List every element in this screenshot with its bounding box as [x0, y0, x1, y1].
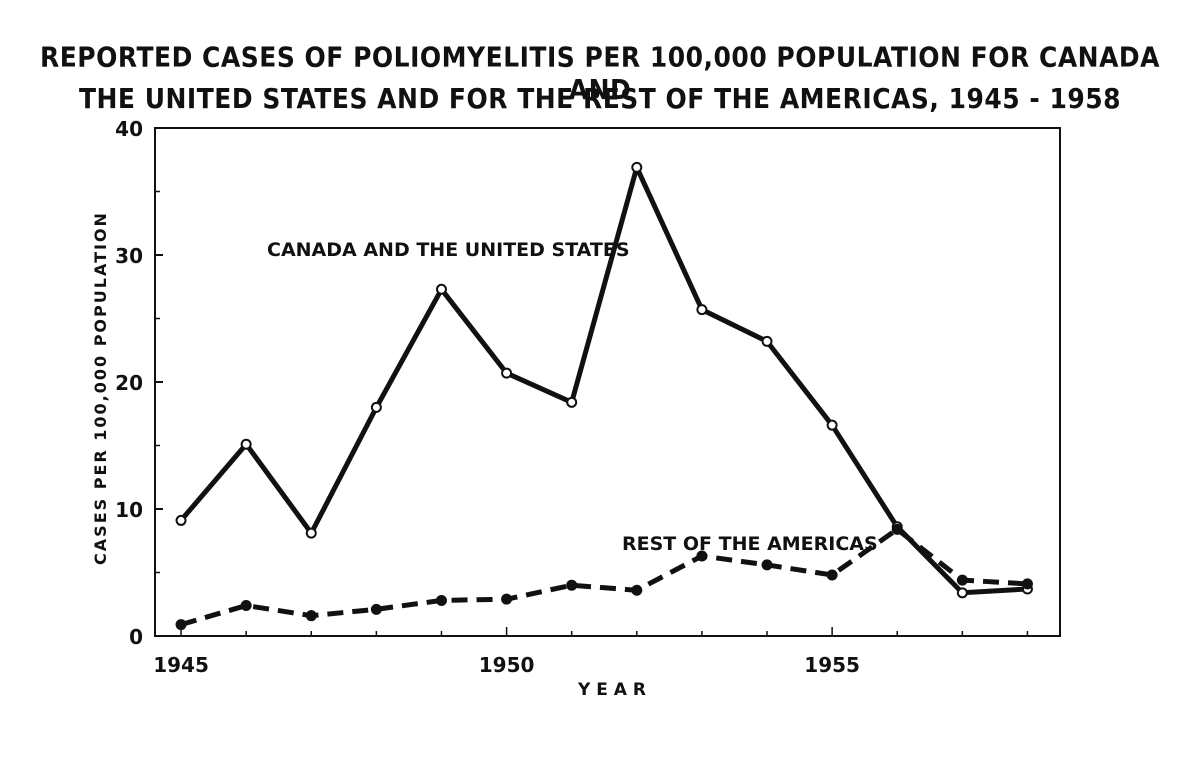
x-tick-label: 1950: [479, 653, 535, 677]
y-axis-title: CASES PER 100,000 POPULATION: [91, 211, 110, 565]
data-point-rest-of-americas: [501, 593, 513, 605]
y-tick-label: 0: [129, 625, 143, 649]
data-point-rest-of-americas: [240, 600, 252, 612]
data-point-canada-us: [956, 587, 968, 599]
data-point-canada-us: [826, 419, 838, 431]
data-point-rest-of-americas: [305, 610, 317, 622]
x-tick-label: 1955: [804, 653, 860, 677]
series-line-rest-of-americas: [180, 526, 1028, 627]
data-point-canada-us: [501, 367, 513, 379]
data-point-canada-us: [631, 161, 643, 173]
data-point-rest-of-americas: [435, 594, 447, 606]
data-point-rest-of-americas: [631, 584, 643, 596]
labels-layer: Y E A R CASES PER 100,000 POPULATION CANAD…: [91, 211, 878, 700]
data-point-rest-of-americas: [826, 569, 838, 581]
data-point-canada-us: [696, 304, 708, 316]
data-point-rest-of-americas: [956, 574, 968, 586]
data-point-rest-of-americas: [566, 579, 578, 591]
data-point-rest-of-americas: [175, 619, 187, 631]
y-tick-label: 30: [115, 244, 143, 268]
y-tick-label: 20: [115, 371, 143, 395]
data-point-canada-us: [761, 335, 773, 347]
data-point-rest-of-americas: [696, 550, 708, 562]
data-point-rest-of-americas: [1021, 578, 1033, 590]
data-point-canada-us: [175, 514, 187, 526]
chart-title-line-2: THE UNITED STATES AND FOR THE REST OF TH…: [78, 82, 1122, 115]
chart-title-line-1: REPORTED CASES OF POLIOMYELITIS PER 100,…: [39, 40, 1161, 106]
data-point-canada-us: [566, 396, 578, 408]
data-point-canada-us: [370, 401, 382, 413]
series-line-canada-us: [179, 164, 1028, 596]
x-tick-label: 1945: [153, 653, 209, 677]
data-point-canada-us: [435, 283, 447, 295]
y-tick-label: 40: [115, 117, 143, 141]
plot-frame: [154, 127, 1061, 637]
data-point-rest-of-americas: [891, 523, 903, 535]
x-axis: 1945 1950 1955: [153, 627, 1029, 677]
x-axis-title: Y E A R: [577, 680, 646, 700]
data-point-rest-of-americas: [370, 603, 382, 615]
series-label-rest-of-americas: REST OF THE AMERICAS: [622, 533, 878, 555]
data-point-rest-of-americas: [761, 559, 773, 571]
data-point-canada-us: [305, 527, 317, 539]
series-layer: [175, 161, 1033, 631]
y-axis: 0 10 20 30 40: [115, 117, 163, 649]
y-tick-label: 10: [115, 498, 143, 522]
series-label-canada-us: CANADA AND THE UNITED STATES: [267, 239, 630, 261]
data-point-canada-us: [240, 438, 252, 450]
